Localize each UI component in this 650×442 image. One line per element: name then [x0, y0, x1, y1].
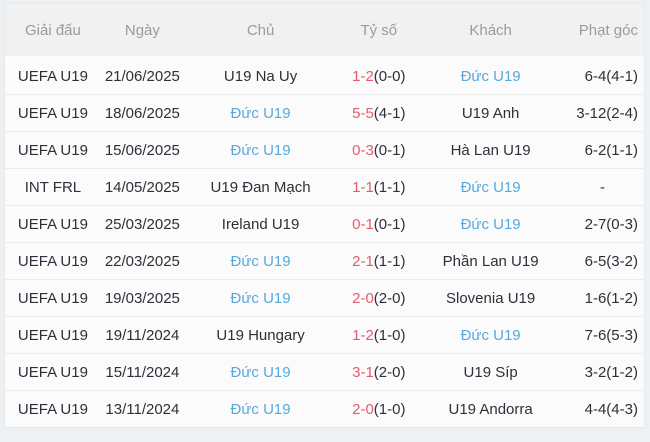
home-team-cell: U19 Đan Mạch [210, 178, 311, 196]
home-team-cell: U19 Na Uy [223, 67, 298, 85]
table-row: UEFA U19 18/06/2025 Đức U19 5-5(4-1) U19 Anh… [5, 95, 644, 132]
table-row: UEFA U19 15/11/2024 Đức U19 3-1(2-0) U19 Síp… [5, 354, 644, 391]
home-team-cell: U19 Hungary [216, 326, 305, 344]
date-cell: 25/03/2025 [104, 215, 180, 233]
halftime-score: (4-1) [373, 104, 406, 122]
fulltime-score: 5-5 [352, 104, 374, 122]
fulltime-score: 3-1 [352, 363, 374, 381]
date-cell: 21/06/2025 [104, 67, 180, 85]
date-cell: 13/11/2024 [105, 400, 180, 418]
league-cell: UEFA U19 [17, 252, 88, 270]
league-cell: UEFA U19 [17, 289, 88, 307]
home-team-cell[interactable]: Đức U19 [230, 289, 291, 307]
column-header-score: Tỷ số [360, 21, 398, 39]
fulltime-score: 1-1 [352, 178, 374, 196]
league-cell: UEFA U19 [17, 104, 88, 122]
table-row: INT FRL 14/05/2025 U19 Đan Mạch 1-1(1-1) Đức… [5, 169, 644, 206]
fulltime-score: 1-2 [352, 326, 374, 344]
date-cell: 18/06/2025 [104, 104, 180, 122]
halftime-score: (1-0) [373, 326, 406, 344]
away-team-cell[interactable]: Đức U19 [460, 326, 521, 344]
fulltime-score: 2-0 [352, 400, 374, 418]
home-team-cell[interactable]: Đức U19 [230, 252, 291, 270]
corners-cell: - [599, 178, 605, 196]
score-cell: 2-1(1-1) [337, 253, 420, 270]
date-cell: 19/03/2025 [104, 289, 180, 307]
corners-cell: 3-2(1-2) [584, 363, 638, 381]
column-header-home: Chủ [246, 21, 275, 39]
halftime-score: (2-0) [373, 363, 406, 381]
home-team-cell[interactable]: Đức U19 [230, 141, 291, 159]
league-cell: UEFA U19 [17, 363, 88, 381]
home-team-cell: Ireland U19 [221, 215, 300, 233]
score-cell: 0-1(0-1) [337, 216, 420, 233]
corners-cell: 4-4(4-3) [584, 400, 638, 418]
column-header-corners: Phạt góc [578, 21, 638, 39]
score-cell: 1-2(1-0) [337, 327, 420, 344]
away-team-cell[interactable]: Đức U19 [460, 67, 521, 85]
score-cell: 1-2(0-0) [337, 68, 420, 85]
date-cell: 22/03/2025 [104, 252, 180, 270]
table-header: Giải đấu Ngày Chủ Tỷ số Khách Phạt góc [5, 4, 644, 58]
league-cell: UEFA U19 [17, 215, 88, 233]
table-row: UEFA U19 15/06/2025 Đức U19 0-3(0-1) Hà Lan … [5, 132, 644, 169]
table-row: UEFA U19 19/03/2025 Đức U19 2-0(2-0) Sloveni… [5, 280, 644, 317]
table-body: UEFA U19 21/06/2025 U19 Na Uy 1-2(0-0) Đức U… [5, 58, 644, 427]
halftime-score: (0-1) [373, 215, 406, 233]
league-cell: UEFA U19 [17, 67, 88, 85]
halftime-score: (2-0) [373, 289, 406, 307]
corners-cell: 6-2(1-1) [584, 141, 638, 159]
fulltime-score: 0-1 [352, 215, 374, 233]
home-team-cell[interactable]: Đức U19 [230, 104, 291, 122]
home-team-cell[interactable]: Đức U19 [230, 400, 291, 418]
halftime-score: (1-1) [373, 178, 406, 196]
date-cell: 15/06/2025 [104, 141, 180, 159]
column-header-away: Khách [469, 21, 512, 39]
table-row: UEFA U19 22/03/2025 Đức U19 2-1(1-1) Phần La… [5, 243, 644, 280]
table-row: UEFA U19 25/03/2025 Ireland U19 0-1(0-1) Đức… [5, 206, 644, 243]
corners-cell: 2-7(0-3) [584, 215, 638, 233]
date-cell: 19/11/2024 [105, 326, 180, 344]
corners-cell: 6-4(4-1) [584, 67, 638, 85]
corners-cell: 3-12(2-4) [576, 104, 638, 122]
score-cell: 0-3(0-1) [337, 142, 420, 159]
away-team-cell: Slovenia U19 [446, 289, 536, 307]
date-cell: 14/05/2025 [104, 178, 180, 196]
column-header-date: Ngày [124, 21, 160, 39]
corners-cell: 6-5(3-2) [584, 252, 638, 270]
fulltime-score: 0-3 [352, 141, 374, 159]
away-team-cell: U19 Andorra [448, 400, 533, 418]
fulltime-score: 2-0 [352, 289, 374, 307]
home-team-cell[interactable]: Đức U19 [230, 363, 291, 381]
halftime-score: (1-1) [373, 252, 406, 270]
fulltime-score: 2-1 [352, 252, 374, 270]
score-cell: 5-5(4-1) [337, 105, 420, 122]
halftime-score: (0-1) [373, 141, 406, 159]
corners-cell: 1-6(1-2) [584, 289, 638, 307]
league-cell: UEFA U19 [17, 141, 88, 159]
league-cell: UEFA U19 [17, 326, 88, 344]
away-team-cell[interactable]: Đức U19 [460, 215, 521, 233]
score-cell: 2-0(2-0) [337, 290, 420, 307]
table-row: UEFA U19 13/11/2024 Đức U19 2-0(1-0) U19 And… [5, 391, 644, 427]
score-cell: 2-0(1-0) [337, 401, 420, 418]
column-header-league: Giải đấu [24, 21, 81, 39]
halftime-score: (1-0) [373, 400, 406, 418]
table-row: UEFA U19 21/06/2025 U19 Na Uy 1-2(0-0) Đức U… [5, 58, 644, 95]
match-history-table: Giải đấu Ngày Chủ Tỷ số Khách Phạt góc U… [4, 3, 645, 428]
away-team-cell: Phần Lan U19 [442, 252, 539, 270]
halftime-score: (0-0) [373, 67, 406, 85]
away-team-cell: U19 Anh [461, 104, 520, 122]
score-cell: 1-1(1-1) [337, 179, 420, 196]
table-row: UEFA U19 19/11/2024 U19 Hungary 1-2(1-0) Đức… [5, 317, 644, 354]
fulltime-score: 1-2 [352, 67, 374, 85]
away-team-cell: U19 Síp [463, 363, 518, 381]
away-team-cell: Hà Lan U19 [450, 141, 531, 159]
away-team-cell[interactable]: Đức U19 [460, 178, 521, 196]
league-cell: UEFA U19 [17, 400, 88, 418]
league-cell: INT FRL [24, 178, 82, 196]
date-cell: 15/11/2024 [105, 363, 180, 381]
corners-cell: 7-6(5-3) [584, 326, 638, 344]
score-cell: 3-1(2-0) [337, 364, 420, 381]
